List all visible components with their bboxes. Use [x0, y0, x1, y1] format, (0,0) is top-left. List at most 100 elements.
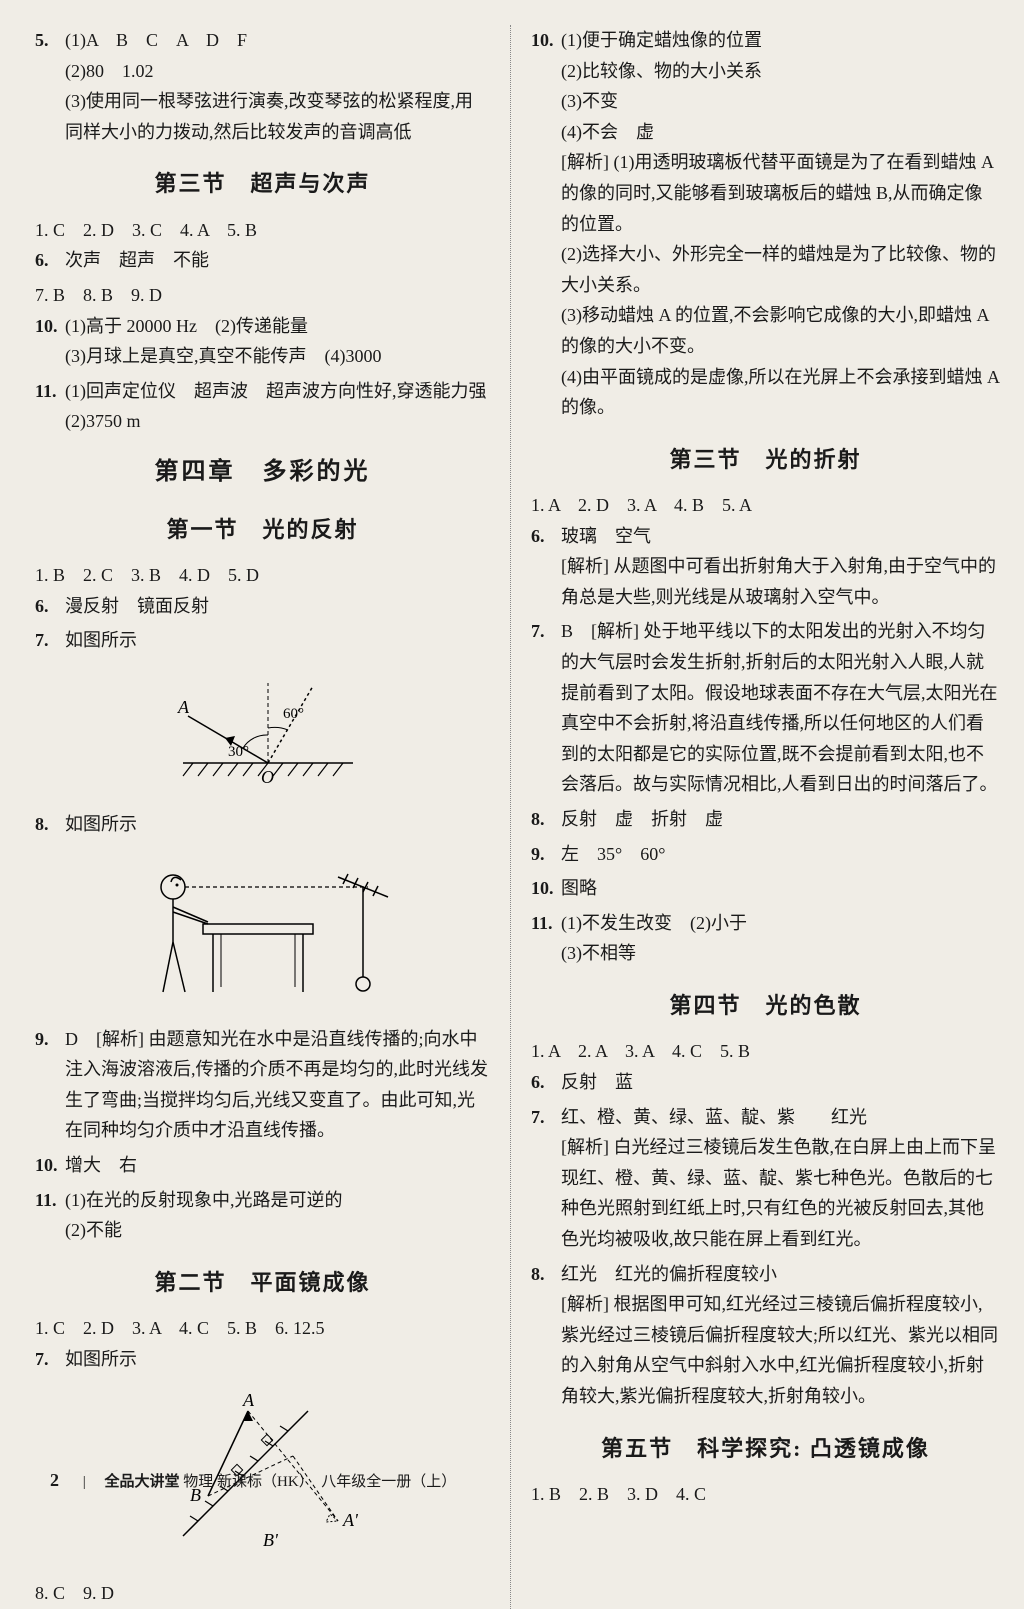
question-5: 5. (1)A B C A D F (2)80 1.02 (3)使用同一根琴弦进…: [35, 25, 490, 147]
section-4-5-title: 第五节 科学探究: 凸透镜成像: [531, 1430, 1000, 1467]
r-q10-exp1: [解析] (1)用透明玻璃板代替平面镜是为了在看到蜡烛 A 的像的同时,又能够看…: [561, 147, 1000, 239]
section-3-title: 第三节 超声与次声: [35, 165, 490, 202]
s3-q10-body-b: (3)月球上是真空,真空不能传声 (4)3000: [65, 341, 490, 372]
label-Bp: B': [263, 1530, 279, 1550]
q-num: 7.: [531, 616, 561, 647]
s3-answers-line7: 7. B 8. B 9. D: [35, 280, 490, 311]
label-O: O: [261, 767, 274, 787]
s4-3-q11b: (3)不相等: [561, 938, 1000, 969]
q-body: (1)高于 20000 Hz (2)传递能量 (3)月球上是真空,真空不能传声 …: [65, 311, 490, 372]
q-body: 左 35° 60°: [561, 839, 1000, 870]
q-num: 5.: [35, 25, 65, 56]
q-body: 次声 超声 不能: [65, 245, 490, 276]
s4-2-line8: 8. C 9. D: [35, 1578, 490, 1609]
reflection-diagram: A 30° 60° O: [35, 668, 490, 798]
s4-2-line1: 1. C 2. D 3. A 4. C 5. B 6. 12.5: [35, 1313, 490, 1344]
q-body: (1)便于确定蜡烛像的位置 (2)比较像、物的大小关系 (3)不变 (4)不会 …: [561, 25, 1000, 423]
s4-1-q11a: (1)在光的反射现象中,光路是可逆的: [65, 1185, 490, 1216]
s3-q11: 11. (1)回声定位仪 超声波 超声波方向性好,穿透能力强 (2)3750 m: [35, 376, 490, 437]
s3-answers-line1: 1. C 2. D 3. C 4. A 5. B: [35, 215, 490, 246]
q-num: 6.: [35, 591, 65, 622]
s4-4-q8-exp: [解析] 根据图甲可知,红光经过三棱镜后偏折程度较小,紫光经过三棱镜后偏折程度较…: [561, 1289, 1000, 1411]
q-num: 6.: [531, 521, 561, 552]
footer-sep: |: [83, 1474, 101, 1490]
q-body: 红光 红光的偏折程度较小 [解析] 根据图甲可知,红光经过三棱镜后偏折程度较小,…: [561, 1259, 1000, 1412]
q-body: D [解析] 由题意知光在水中是沿直线传播的;向水中注入海波溶液后,传播的介质不…: [65, 1024, 490, 1146]
s4-4-q8: 8. 红光 红光的偏折程度较小 [解析] 根据图甲可知,红光经过三棱镜后偏折程度…: [531, 1259, 1000, 1412]
section-4-4-title: 第四节 光的色散: [531, 987, 1000, 1024]
q-num: 9.: [531, 839, 561, 870]
s4-1-q6: 6. 漫反射 镜面反射: [35, 591, 490, 622]
book-subject: 物理 新课标（HK） 八年级全一册（上）: [183, 1474, 456, 1490]
label-60: 60°: [283, 706, 304, 722]
s3-q10-body: (1)高于 20000 Hz (2)传递能量: [65, 311, 490, 342]
s4-4-q8-body: 红光 红光的偏折程度较小: [561, 1259, 1000, 1290]
s3-q6: 6. 次声 超声 不能: [35, 245, 490, 276]
page-number: 2: [50, 1470, 59, 1490]
s4-3-q6-exp: [解析] 从题图中可看出折射角大于入射角,由于空气中的角总是大些,则光线是从玻璃…: [561, 551, 1000, 612]
q-num: 7.: [35, 625, 65, 656]
r-q10-p3: (3)不变: [561, 86, 1000, 117]
r-q10-p4: (4)不会 虚: [561, 117, 1000, 148]
q-body: (1)A B C A D F (2)80 1.02 (3)使用同一根琴弦进行演奏…: [65, 25, 490, 147]
section-4-2-title: 第二节 平面镜成像: [35, 1264, 490, 1301]
s4-1-q7: 7. 如图所示: [35, 625, 490, 656]
q-num: 10.: [531, 873, 561, 904]
s4-3-q8: 8. 反射 虚 折射 虚: [531, 804, 1000, 835]
q-num: 7.: [35, 1344, 65, 1375]
r-q10-exp2: (2)选择大小、外形完全一样的蜡烛是为了比较像、物的大小关系。: [561, 239, 1000, 300]
q-num: 10.: [35, 311, 65, 342]
q-body: 图略: [561, 873, 1000, 904]
label-A: A: [177, 697, 190, 717]
q-body: 如图所示: [65, 1344, 490, 1375]
two-column-layout: 5. (1)A B C A D F (2)80 1.02 (3)使用同一根琴弦进…: [35, 25, 1024, 1609]
r-q10-p1: (1)便于确定蜡烛像的位置: [561, 25, 1000, 56]
s4-3-q11a: (1)不发生改变 (2)小于: [561, 908, 1000, 939]
q-num: 6.: [35, 245, 65, 276]
section-4-1-title: 第一节 光的反射: [35, 511, 490, 548]
s4-5-line1: 1. B 2. B 3. D 4. C: [531, 1479, 1000, 1510]
q-num: 11.: [35, 1185, 65, 1216]
q5-part1: (1)A B C A D F: [65, 25, 490, 56]
s4-4-q7: 7. 红、橙、黄、绿、蓝、靛、紫 红光 [解析] 白光经过三棱镜后发生色散,在白…: [531, 1102, 1000, 1255]
r-q10: 10. (1)便于确定蜡烛像的位置 (2)比较像、物的大小关系 (3)不变 (4…: [531, 25, 1000, 423]
s4-4-q6: 6. 反射 蓝: [531, 1067, 1000, 1098]
table-svg: [113, 852, 413, 1002]
q-num: 10.: [531, 25, 561, 56]
r-q10-exp4: (4)由平面镜成的是虚像,所以在光屏上不会承接到蜡烛 A 的像。: [561, 362, 1000, 423]
q-num: 11.: [35, 376, 65, 407]
reflection-svg: A 30° 60° O: [153, 668, 373, 788]
s4-1-q8: 8. 如图所示: [35, 809, 490, 840]
q-body: (1)在光的反射现象中,光路是可逆的 (2)不能: [65, 1185, 490, 1246]
q-num: 11.: [531, 908, 561, 939]
q-body: 红、橙、黄、绿、蓝、靛、紫 红光 [解析] 白光经过三棱镜后发生色散,在白屏上由…: [561, 1102, 1000, 1255]
q-num: 8.: [35, 809, 65, 840]
q-body: (1)不发生改变 (2)小于 (3)不相等: [561, 908, 1000, 969]
s4-1-q9: 9. D [解析] 由题意知光在水中是沿直线传播的;向水中注入海波溶液后,传播的…: [35, 1024, 490, 1146]
q-body: 漫反射 镜面反射: [65, 591, 490, 622]
s4-3-q10: 10. 图略: [531, 873, 1000, 904]
r-q10-p2: (2)比较像、物的大小关系: [561, 56, 1000, 87]
chapter-4-title: 第四章 多彩的光: [35, 452, 490, 493]
label-Ap: A': [342, 1510, 359, 1530]
label-A: A: [242, 1390, 255, 1410]
q-num: 7.: [531, 1102, 561, 1133]
s4-4-q7-body: 红、橙、黄、绿、蓝、靛、紫 红光: [561, 1102, 1000, 1133]
s4-3-line1: 1. A 2. D 3. A 4. B 5. A: [531, 490, 1000, 521]
s4-1-q11: 11. (1)在光的反射现象中,光路是可逆的 (2)不能: [35, 1185, 490, 1246]
q5-part3: (3)使用同一根琴弦进行演奏,改变琴弦的松紧程度,用同样大小的力拨动,然后比较发…: [65, 86, 490, 147]
s4-1-line1: 1. B 2. C 3. B 4. D 5. D: [35, 560, 490, 591]
q-num: 8.: [531, 1259, 561, 1290]
r-q10-exp3: (3)移动蜡烛 A 的位置,不会影响它成像的大小,即蜡烛 A 的像的大小不变。: [561, 300, 1000, 361]
s4-3-q6: 6. 玻璃 空气 [解析] 从题图中可看出折射角大于入射角,由于空气中的角总是大…: [531, 521, 1000, 613]
q-body: 如图所示: [65, 809, 490, 840]
page-footer: 2 | 全品大讲堂 物理 新课标（HK） 八年级全一册（上）: [50, 1465, 456, 1496]
section-4-3-title: 第三节 光的折射: [531, 441, 1000, 478]
s4-2-q7: 7. 如图所示: [35, 1344, 490, 1375]
s4-3-q11: 11. (1)不发生改变 (2)小于 (3)不相等: [531, 908, 1000, 969]
right-column: 10. (1)便于确定蜡烛像的位置 (2)比较像、物的大小关系 (3)不变 (4…: [510, 25, 1000, 1609]
person-table-diagram: [35, 852, 490, 1012]
s4-3-q6-body: 玻璃 空气: [561, 521, 1000, 552]
q-body: 增大 右: [65, 1150, 490, 1181]
q-num: 6.: [531, 1067, 561, 1098]
